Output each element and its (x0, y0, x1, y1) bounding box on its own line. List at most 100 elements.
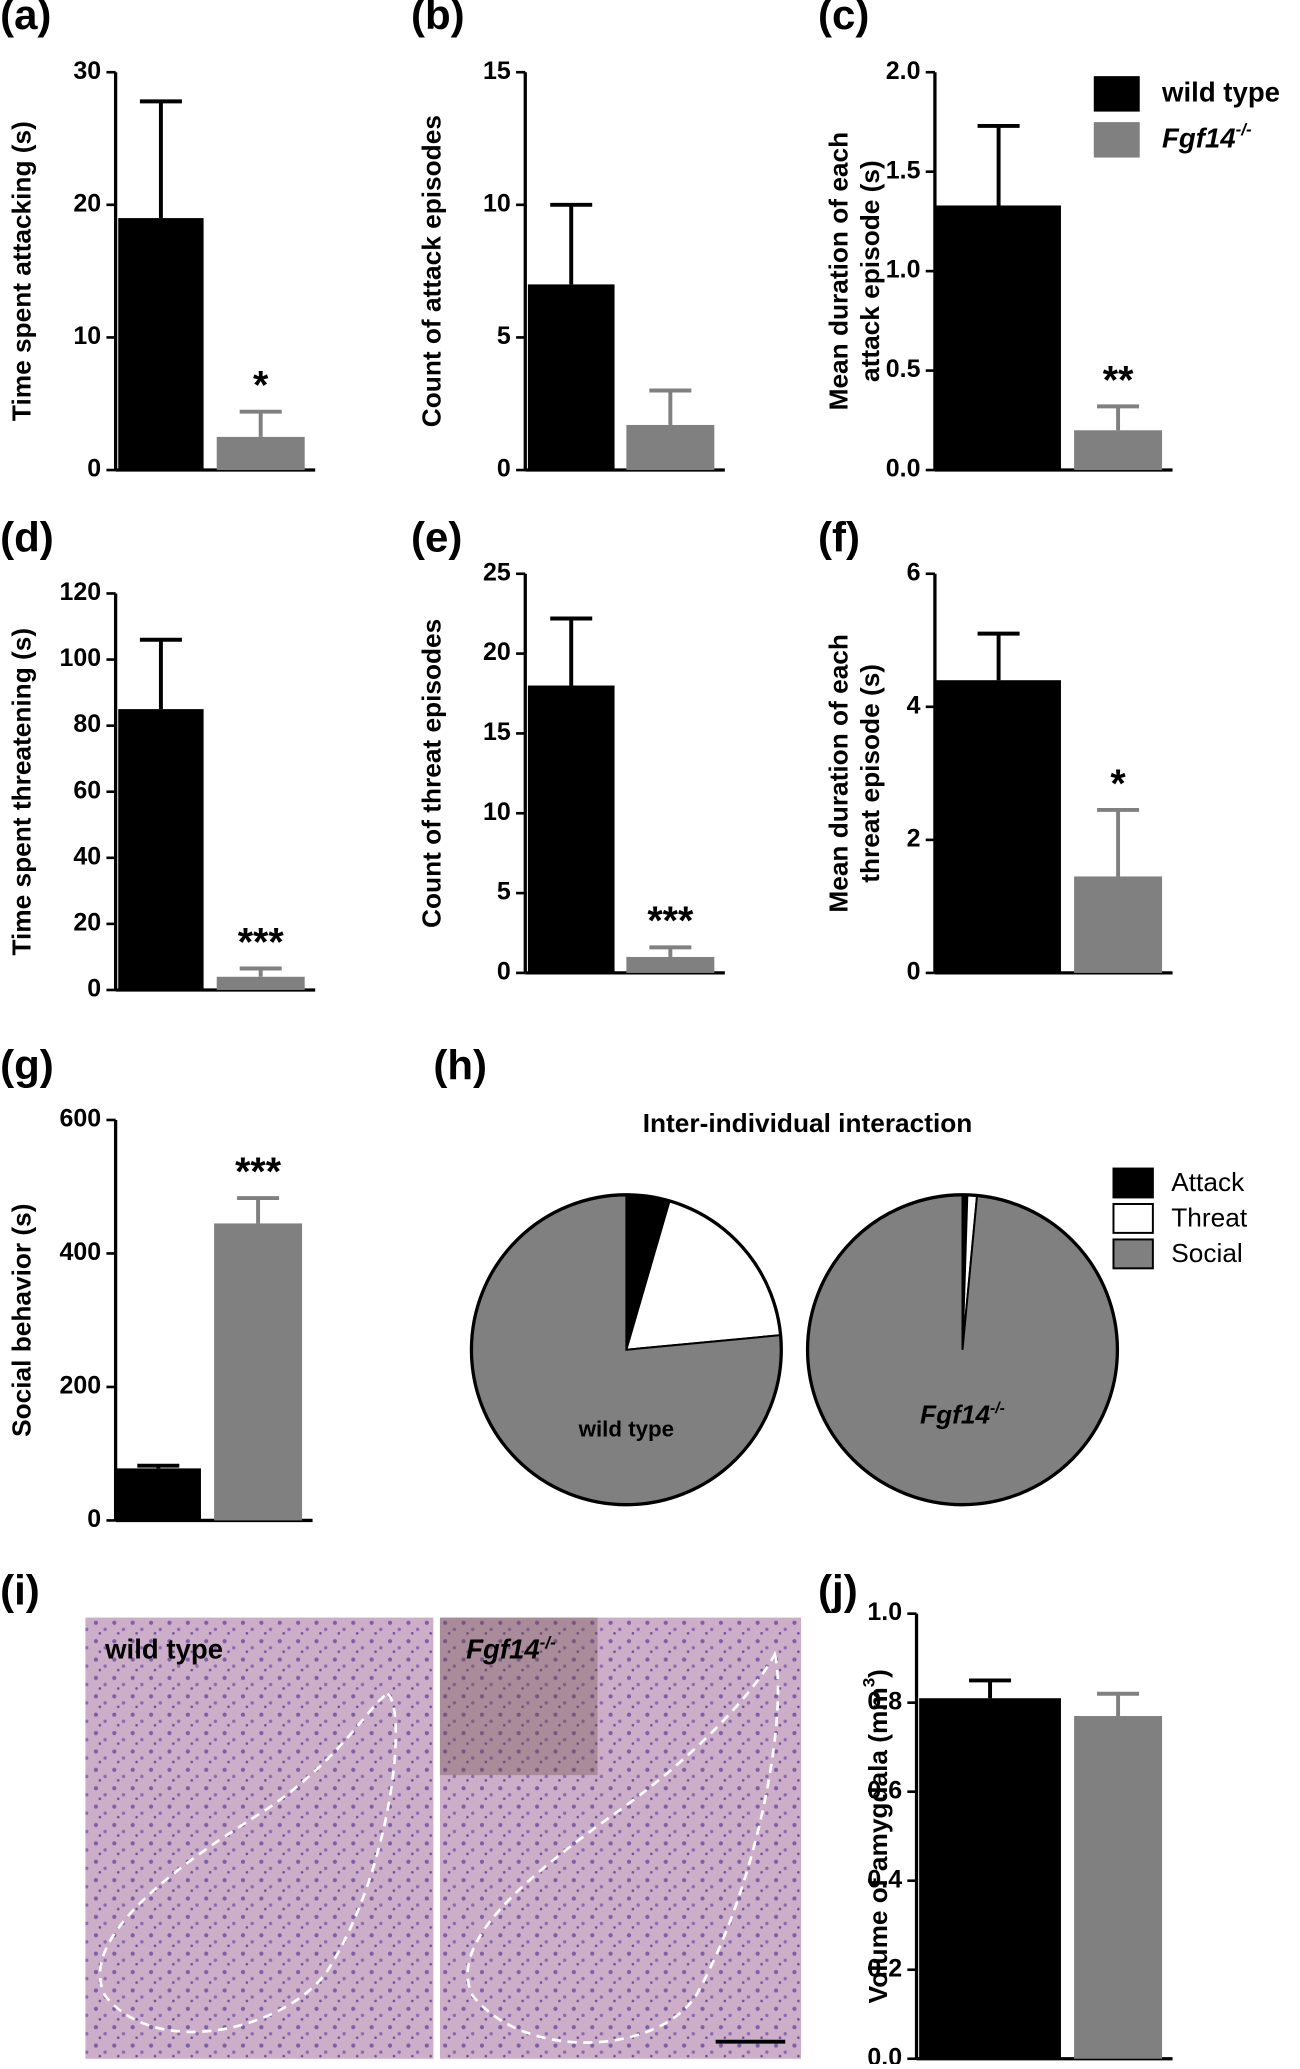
label-text: Count of threat episodes (416, 619, 446, 928)
y-tick-label: 60 (73, 776, 101, 804)
panel-label: (i) (0, 1566, 40, 1613)
label-text: Social behavior (s) (7, 1203, 37, 1436)
image-label: wild type (104, 1633, 223, 1664)
panel-label: (a) (0, 0, 51, 38)
y-tick-label: 0.0 (867, 2043, 902, 2064)
pie-label-text: wild type (578, 1416, 674, 1441)
bar (527, 284, 615, 471)
micrograph (439, 1617, 801, 2059)
y-tick-label: 0.6 (867, 1776, 902, 1804)
chart-title: Inter-individual interaction (643, 1108, 973, 1138)
bar (118, 709, 204, 990)
y-tick-label: 0 (907, 958, 921, 986)
bar (527, 685, 615, 973)
legend-label: Fgf14-/- (1162, 119, 1252, 153)
significance-label: *** (238, 920, 285, 964)
bar-chart: 0 200 400 600 Social behavior (s) *** (7, 1105, 313, 1533)
y-tick-label: 25 (483, 558, 511, 586)
pie-label-text: Fgf14 (920, 1399, 990, 1429)
bar-chart: 0 5 10 15 Count of attack episodes (416, 57, 725, 483)
label-text: threat episode (s) (855, 664, 885, 883)
histology-panel: (i) wild type Fgf14-/- (0, 1566, 801, 2059)
legend-swatch (1112, 1167, 1154, 1199)
y-tick-label: 2 (907, 824, 921, 852)
outline (466, 1650, 780, 2044)
micrograph-shade (439, 1617, 598, 1776)
y-tick-label: 0.0 (886, 455, 921, 483)
bar-chart: 0.0 0.5 1.0 1.5 2.0 Mean duration of each atta… (823, 57, 1280, 483)
legend-swatch (1112, 1238, 1154, 1270)
legend-label: wild type (1161, 77, 1280, 108)
y-tick-label: 200 (60, 1372, 102, 1400)
bar (118, 218, 204, 471)
label-text: ) (863, 1669, 893, 1678)
bar-chart: 0.0 0.2 0.4 0.6 0.8 1.0 Volume of amygdala (mm… (859, 1598, 1173, 2069)
y-axis-label: threat episode (s) (855, 664, 885, 883)
y-axis-label: Time spent attacking (s) (7, 121, 37, 421)
legend-label: Threat (1171, 1203, 1248, 1233)
bar (214, 1223, 303, 1521)
y-axis-label: Mean duration of each (823, 132, 853, 411)
y-axis-label: Count of threat episodes (416, 619, 446, 928)
image-label: Fgf14-/- (466, 1633, 556, 1665)
bar-chart: 0 20 40 60 80 100 120 Time spent threatening (s… (7, 578, 316, 1003)
significance-label: * (253, 364, 269, 408)
label-text: Count of attack episodes (416, 115, 446, 427)
y-tick-label: 1.0 (867, 1598, 902, 1626)
y-tick-label: 100 (60, 644, 102, 672)
y-tick-label: 0.5 (886, 355, 921, 383)
bar (936, 205, 1061, 471)
y-tick-label: 0 (497, 455, 511, 483)
y-tick-label: 10 (73, 322, 101, 350)
y-axis-label: Volume of amygdala (mm3) (859, 1669, 893, 2003)
panel-label: (e) (411, 513, 462, 560)
y-tick-label: 80 (73, 710, 101, 738)
bar-chart: 0 10 20 30 Time spent attacking (s) * (7, 57, 316, 483)
y-tick-label: 0.4 (867, 1865, 902, 1893)
label-text: Time spent attacking (s) (7, 121, 37, 421)
bar (216, 436, 305, 471)
y-axis-label: Time spent threatening (s) (7, 628, 37, 956)
legend-text: wild type (1161, 77, 1280, 108)
legend-label: Attack (1171, 1167, 1245, 1197)
panel-label: (f) (818, 513, 860, 560)
y-tick-label: 1.5 (886, 156, 921, 184)
legend-swatch (1112, 1203, 1154, 1234)
y-tick-label: 0 (497, 958, 511, 986)
panel-label: (g) (0, 1041, 54, 1088)
panel-label: (h) (433, 1041, 487, 1088)
significance-label: ** (1103, 358, 1134, 402)
y-tick-label: 5 (497, 878, 511, 906)
legend-superscript: -/- (1236, 119, 1252, 138)
label-text: Time spent threatening (s) (7, 628, 37, 956)
bar (1074, 1716, 1163, 2059)
y-axis-label: Social behavior (s) (7, 1203, 37, 1436)
label-text: Mean duration of each (823, 132, 853, 411)
label-text: attack episode (s) (855, 160, 885, 382)
y-tick-label: 10 (483, 189, 511, 217)
panel-label: (c) (818, 0, 869, 38)
legend-swatch (1093, 122, 1140, 158)
legend-swatch (1093, 76, 1140, 112)
bar-chart: 0 5 10 15 20 25 Count of threat episodes *** (416, 558, 725, 986)
significance-label: *** (647, 899, 694, 943)
pie-label: wild type (578, 1416, 674, 1441)
pie-label: Fgf14-/- (920, 1399, 1005, 1429)
y-tick-label: 600 (60, 1105, 102, 1133)
pie-chart: Inter-individual interaction wild type Fgf… (469, 1108, 1248, 1507)
bar (1074, 430, 1163, 471)
pie-label-superscript: -/- (990, 1400, 1005, 1417)
pie-outline (469, 1193, 783, 1507)
y-tick-label: 1.0 (886, 256, 921, 284)
y-tick-label: 0 (87, 1505, 101, 1533)
pie-outline (805, 1193, 1120, 1507)
micrograph (85, 1617, 434, 2059)
legend-text: Fgf14 (1162, 123, 1236, 154)
y-tick-label: 30 (73, 57, 101, 85)
y-axis-label: Count of attack episodes (416, 115, 446, 427)
bar-chart: 0 2 4 6 Mean duration of each threat episode … (823, 558, 1173, 986)
y-tick-label: 10 (483, 798, 511, 826)
y-tick-label: 20 (73, 189, 101, 217)
y-tick-label: 0 (87, 455, 101, 483)
